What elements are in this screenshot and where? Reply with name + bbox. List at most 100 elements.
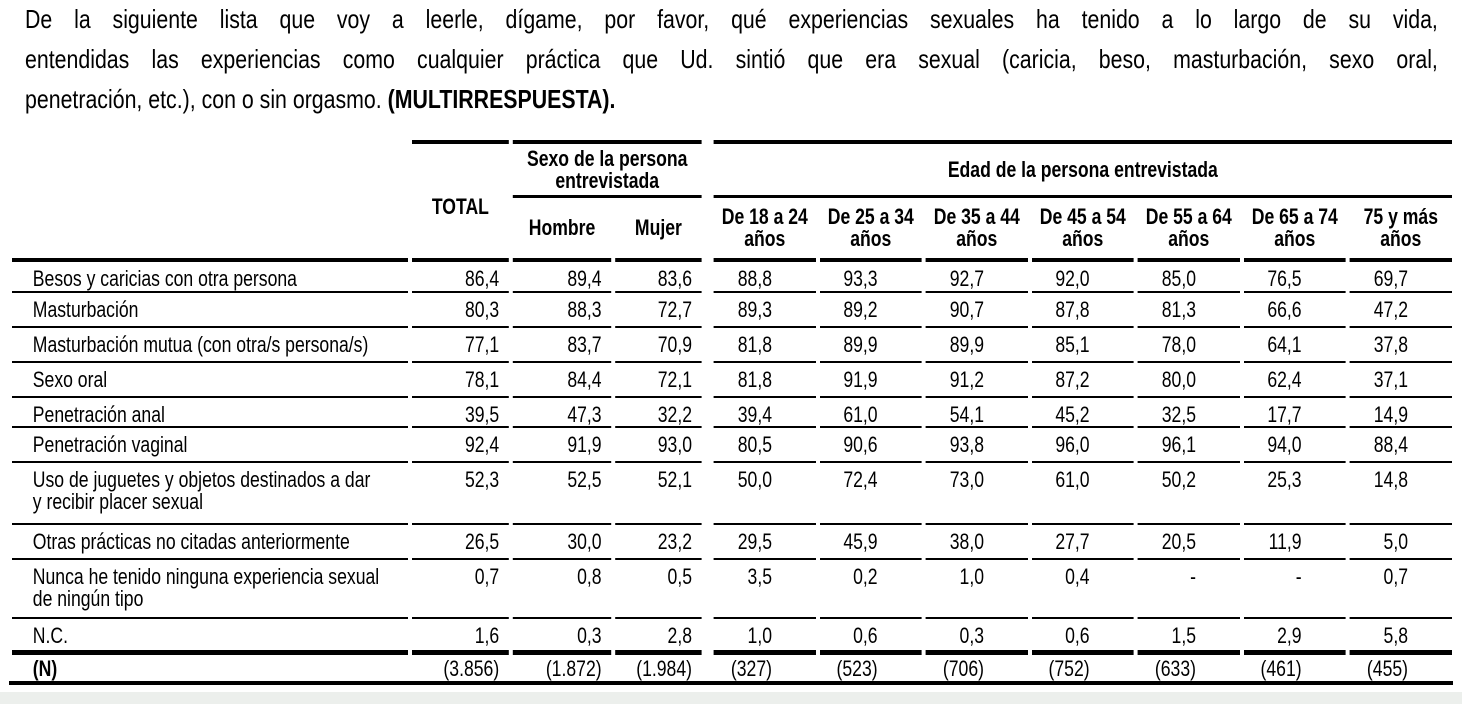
value-cell: 37,8 xyxy=(1349,328,1453,363)
value-cell: 32,2 xyxy=(615,398,702,428)
row-label-cell: Masturbación xyxy=(12,293,408,328)
row-label-line: Otras prácticas no citadas anteriormente xyxy=(32,529,350,554)
value-cell: 94,0 xyxy=(1244,428,1346,463)
value-cell: 45,2 xyxy=(1032,398,1134,428)
value-cell: (327) xyxy=(713,652,816,681)
row-label-line: Masturbación mutua (con otra/s persona/s… xyxy=(32,332,369,357)
value-cell: 88,3 xyxy=(512,293,612,328)
value-cell: 73,0 xyxy=(925,463,1028,525)
value-cell: 69,7 xyxy=(1349,262,1453,293)
question-text: De la siguiente lista que voy a leerle, … xyxy=(25,0,1438,119)
value-cell: 83,6 xyxy=(615,262,702,293)
age-header-line: 75 y más xyxy=(1363,204,1438,229)
column-gap xyxy=(706,560,710,619)
question-emphasis: (MULTIRRESPUESTA). xyxy=(387,84,616,114)
row-label-line: Penetración vaginal xyxy=(32,432,188,457)
value-cell: 81,3 xyxy=(1137,293,1240,328)
age-header-line: años xyxy=(956,226,998,251)
group-header-sex-line-1: Sexo de la persona xyxy=(526,145,688,171)
value-cell: 81,8 xyxy=(713,363,816,398)
group-header-sex-line-2: entrevistada xyxy=(555,167,660,193)
value-cell: 17,7 xyxy=(1244,398,1346,428)
row-label-cell: Otras prácticas no citadas anteriormente xyxy=(12,525,408,560)
value-cell: 37,1 xyxy=(1349,363,1453,398)
column-gap xyxy=(706,428,710,463)
value-cell: 0,7 xyxy=(412,560,509,619)
column-gap xyxy=(706,293,710,328)
table-row: Masturbación mutua (con otra/s persona/s… xyxy=(12,328,1453,363)
value-cell: 85,1 xyxy=(1032,328,1134,363)
value-cell: 86,4 xyxy=(412,262,509,293)
value-cell: 0,2 xyxy=(820,560,922,619)
value-cell: 88,4 xyxy=(1349,428,1453,463)
col-header-age-18-24: De 18 a 24 años xyxy=(713,198,816,262)
value-cell: 45,9 xyxy=(820,525,922,560)
header-row-columns: Hombre Mujer De 18 a 24 años De 25 a 34 … xyxy=(12,198,1453,262)
value-cell: 54,1 xyxy=(925,398,1028,428)
value-cell: 72,1 xyxy=(615,363,702,398)
value-cell: 92,7 xyxy=(925,262,1028,293)
col-header-age-75-plus: 75 y más años xyxy=(1349,198,1453,262)
value-cell: (3.856) xyxy=(412,652,509,681)
value-cell: 92,4 xyxy=(412,428,509,463)
col-header-age-35-44: De 35 a 44 años xyxy=(925,198,1028,262)
value-cell: 39,5 xyxy=(412,398,509,428)
value-cell: 38,0 xyxy=(925,525,1028,560)
value-cell: 89,3 xyxy=(713,293,816,328)
row-label-cell: Penetración vaginal xyxy=(12,428,408,463)
row-label-line: y recibir placer sexual xyxy=(32,489,203,514)
value-cell: 93,0 xyxy=(615,428,702,463)
value-cell: 23,2 xyxy=(615,525,702,560)
value-cell: 52,3 xyxy=(412,463,509,525)
value-cell: 90,6 xyxy=(820,428,922,463)
column-gap xyxy=(706,652,710,681)
age-header-line: De 25 a 34 xyxy=(827,204,914,229)
value-cell: 64,1 xyxy=(1244,328,1346,363)
value-cell: 5,8 xyxy=(1349,619,1453,652)
column-gap xyxy=(706,619,710,652)
table-row: (N) (3.856) (1.872) (1.984) (327) (523) (706)(… xyxy=(12,652,1453,681)
value-cell: 87,8 xyxy=(1032,293,1134,328)
value-cell: 61,0 xyxy=(820,398,922,428)
value-cell: 27,7 xyxy=(1032,525,1134,560)
value-cell: 29,5 xyxy=(713,525,816,560)
value-cell: 72,4 xyxy=(820,463,922,525)
age-header-line: años xyxy=(850,226,892,251)
col-header-age-25-34: De 25 a 34 años xyxy=(820,198,922,262)
age-header-line: años xyxy=(1380,226,1422,251)
value-cell: 0,5 xyxy=(615,560,702,619)
age-header-line: años xyxy=(1168,226,1210,251)
value-cell: 84,4 xyxy=(512,363,612,398)
value-cell: 32,5 xyxy=(1137,398,1240,428)
value-cell: 96,1 xyxy=(1137,428,1240,463)
col-header-age-55-64: De 55 a 64 años xyxy=(1137,198,1240,262)
row-label-cell: Besos y caricias con otra persona xyxy=(12,262,408,293)
results-table-wrap: TOTAL Sexo de la persona entrevistada Ed… xyxy=(8,140,1456,681)
value-cell: 80,5 xyxy=(713,428,816,463)
value-cell: 47,2 xyxy=(1349,293,1453,328)
value-cell: 50,0 xyxy=(713,463,816,525)
value-cell: 50,2 xyxy=(1137,463,1240,525)
value-cell: 70,9 xyxy=(615,328,702,363)
row-label-line: N.C. xyxy=(32,623,68,648)
value-cell: 81,8 xyxy=(713,328,816,363)
value-cell: 0,4 xyxy=(1032,560,1134,619)
stub-header-cell xyxy=(12,140,408,262)
table-row: Penetración anal 39,5 47,3 32,2 39,4 61,0 54,1… xyxy=(12,398,1453,428)
value-cell: (752) xyxy=(1032,652,1134,681)
value-cell: 1,5 xyxy=(1137,619,1240,652)
row-label-line: Uso de juguetes y objetos destinados a d… xyxy=(32,467,371,492)
column-gap xyxy=(706,363,710,398)
value-cell: 93,8 xyxy=(925,428,1028,463)
value-cell: 89,9 xyxy=(925,328,1028,363)
value-cell: 14,8 xyxy=(1349,463,1453,525)
value-cell: 91,2 xyxy=(925,363,1028,398)
value-cell: (523) xyxy=(820,652,922,681)
age-header-line: De 35 a 44 xyxy=(933,204,1020,229)
table-row: Otras prácticas no citadas anteriormente… xyxy=(12,525,1453,560)
table-row: Uso de juguetes y objetos destinados a d… xyxy=(12,463,1453,525)
age-header-line: De 45 a 54 xyxy=(1039,204,1126,229)
value-cell: 0,6 xyxy=(1032,619,1134,652)
question-line-2: entendidas las experiencias como cualqui… xyxy=(25,44,1438,74)
value-cell: 30,0 xyxy=(512,525,612,560)
